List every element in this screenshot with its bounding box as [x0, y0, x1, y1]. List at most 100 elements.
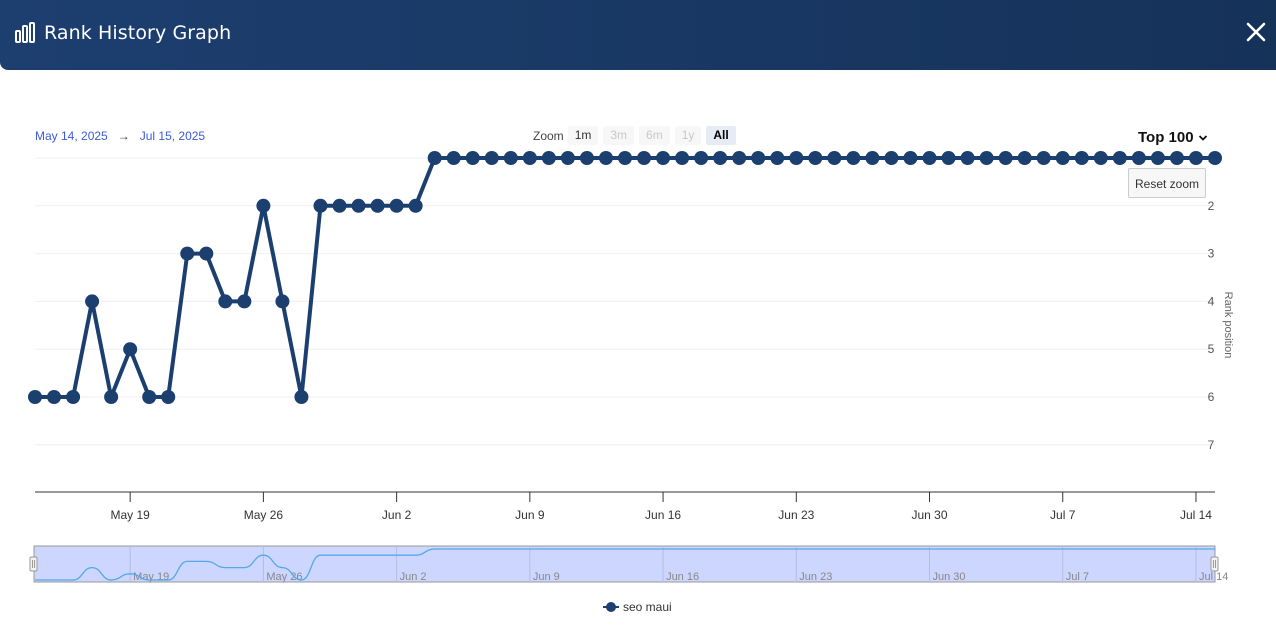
close-icon[interactable]: [1244, 20, 1268, 44]
data-point: [789, 151, 804, 165]
data-point: [541, 151, 556, 165]
legend-label: seo maui: [623, 600, 672, 614]
series-line-seo-maui: [35, 156, 1215, 399]
data-point: [446, 151, 461, 165]
navigator-series-line: [35, 548, 1215, 581]
data-point: [960, 151, 975, 165]
data-point: [522, 151, 537, 165]
data-point: [1131, 151, 1146, 165]
data-point: [1112, 151, 1127, 165]
data-point: [351, 198, 366, 213]
data-point: [142, 390, 157, 404]
x-axis-ticks: May 19 May 26 Jun 2 Jun 9 Jun 16 Jun 23 Jun 30…: [110, 492, 1212, 522]
data-point: [865, 151, 880, 165]
date-range-start[interactable]: May 14, 2025: [35, 129, 108, 143]
x-tick-label: May 19: [110, 508, 150, 522]
x-tick-label: Jun 9: [515, 508, 545, 522]
data-point: [465, 151, 480, 165]
page-title: Rank History Graph: [44, 22, 232, 44]
y-axis-label: Rank position: [1222, 292, 1234, 359]
navigator-tick-label: Jul 7: [1066, 571, 1089, 583]
data-point: [579, 151, 594, 165]
data-point: [180, 246, 195, 261]
navigator[interactable]: May 19 May 26 Jun 2 Jun 9 Jun 16 Jun 23 Jun 30…: [29, 545, 1228, 583]
data-point: [123, 342, 138, 357]
data-point: [47, 390, 62, 404]
date-range-end[interactable]: Jul 15, 2025: [139, 129, 206, 143]
data-point: [713, 151, 728, 165]
data-point: [294, 390, 309, 404]
navigator-tick-label: Jun 9: [533, 571, 560, 583]
data-point: [237, 294, 252, 309]
data-point: [598, 151, 613, 165]
data-point: [884, 151, 899, 165]
data-point: [161, 390, 176, 404]
data-point: [218, 294, 233, 309]
data-point: [1150, 151, 1165, 165]
y-tick-label: 3: [1208, 247, 1215, 261]
series-markers: [28, 151, 1222, 404]
x-tick-label: Jul 14: [1180, 508, 1212, 522]
top-100-label: Top 100: [1138, 129, 1194, 146]
data-point: [998, 151, 1013, 165]
x-tick-label: Jul 7: [1050, 508, 1076, 522]
data-point: [656, 151, 671, 165]
zoom-all-button[interactable]: All: [706, 126, 736, 145]
legend-item-seo-maui[interactable]: seo maui: [603, 600, 672, 614]
data-point: [1055, 151, 1070, 165]
data-point: [922, 151, 937, 165]
y-tick-label: 4: [1208, 294, 1215, 308]
navigator-tick-label: Jun 30: [933, 571, 966, 583]
data-point: [275, 294, 290, 309]
data-point: [484, 151, 499, 165]
navigator-ticks: May 19 May 26 Jun 2 Jun 9 Jun 16 Jun 23 Jun 30…: [129, 546, 1228, 583]
x-tick-label: Jun 30: [912, 508, 948, 522]
zoom-controls: Zoom 1m 3m 6m 1y All: [533, 126, 741, 145]
x-tick-label: Jun 23: [778, 508, 814, 522]
top-100-dropdown[interactable]: Top 100: [1138, 129, 1208, 146]
zoom-6m-button: 6m: [639, 126, 670, 145]
data-point: [313, 198, 328, 213]
y-tick-label: 2: [1208, 199, 1215, 213]
y-tick-label: 5: [1208, 342, 1215, 356]
data-point: [256, 198, 271, 213]
y-tick-label: 6: [1208, 390, 1215, 404]
data-point: [28, 390, 42, 404]
data-point: [827, 151, 842, 165]
modal-header: Rank History Graph: [0, 0, 1276, 70]
data-point: [199, 246, 214, 261]
data-point: [675, 151, 690, 165]
navigator-tick-label: Jun 2: [400, 571, 427, 583]
chevron-down-icon: [1198, 134, 1207, 141]
data-point: [903, 151, 918, 165]
data-point: [637, 151, 652, 165]
navigator-selection[interactable]: [33, 545, 1216, 583]
data-point: [370, 198, 385, 213]
date-range-arrow: →: [117, 129, 130, 143]
reset-zoom-button[interactable]: Reset zoom: [1128, 168, 1206, 198]
x-tick-label: Jun 2: [382, 508, 412, 522]
data-point: [1169, 151, 1184, 165]
zoom-1y-button: 1y: [674, 126, 702, 145]
data-point: [846, 151, 861, 165]
title-group: Rank History Graph: [14, 22, 231, 44]
x-tick-label: Jun 16: [645, 508, 681, 522]
data-point: [694, 151, 709, 165]
x-tick-label: May 26: [244, 508, 284, 522]
zoom-1m-button[interactable]: 1m: [567, 126, 599, 145]
zoom-3m-button: 3m: [603, 126, 635, 145]
data-point: [1093, 151, 1108, 165]
data-point: [808, 151, 823, 165]
navigator-right-handle[interactable]: [1210, 556, 1219, 572]
y-tick-label: 7: [1208, 438, 1215, 452]
legend-marker-icon: [603, 602, 619, 612]
data-point: [732, 151, 747, 165]
data-point: [85, 294, 100, 309]
data-point: [332, 198, 347, 213]
navigator-left-handle[interactable]: [29, 556, 38, 572]
grid-lines: [35, 157, 1215, 446]
data-point: [1036, 151, 1051, 165]
navigator-tick-label: May 26: [266, 571, 302, 583]
data-point: [979, 151, 994, 165]
navigator-tick-label: Jul 14: [1199, 571, 1228, 583]
